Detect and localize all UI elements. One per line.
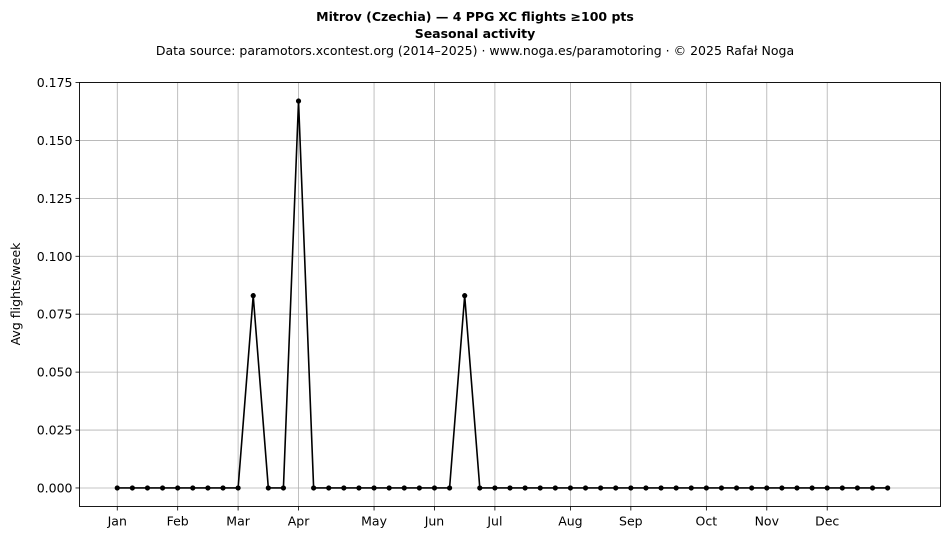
data-point <box>492 485 498 491</box>
y-axis-label: Avg flights/week <box>8 242 23 346</box>
x-tick-label: Sep <box>619 514 643 529</box>
data-point <box>673 485 679 491</box>
chart-title-line2: Seasonal activity <box>415 26 536 41</box>
data-point <box>250 293 256 299</box>
data-point <box>280 485 287 491</box>
data-point <box>144 485 151 491</box>
y-tick-label: 0.050 <box>37 365 73 380</box>
x-tick-label: Jan <box>107 514 127 529</box>
data-point <box>854 485 861 491</box>
data-point <box>341 485 347 491</box>
x-tick-label: Oct <box>696 514 718 529</box>
x-tick-label: Aug <box>558 514 582 529</box>
plot-frame <box>79 82 941 507</box>
data-point <box>839 485 845 491</box>
data-point <box>311 485 317 491</box>
data-point <box>613 485 619 491</box>
data-point <box>869 485 876 491</box>
data-point <box>779 485 785 491</box>
data-point <box>477 485 483 491</box>
data-point <box>175 485 181 491</box>
y-tick-label: 0.150 <box>37 133 73 148</box>
data-point <box>129 485 135 491</box>
data-point <box>885 485 891 491</box>
series-layer <box>114 98 891 491</box>
data-point <box>401 485 407 491</box>
data-point <box>431 485 438 491</box>
x-tick-label: Apr <box>288 514 310 529</box>
data-point <box>628 485 634 491</box>
data-point <box>794 485 800 491</box>
series-line <box>117 100 888 489</box>
y-axis-ticks: 0.000 0.025 0.050 0.075 0.100 0.125 0.150 0.175 <box>37 75 80 495</box>
data-point <box>371 485 377 491</box>
y-tick-label: 0.075 <box>37 307 73 322</box>
data-point <box>658 485 664 491</box>
grid <box>79 82 941 507</box>
y-tick-label: 0.100 <box>37 249 73 264</box>
x-tick-label: Nov <box>755 514 780 529</box>
x-tick-label: Dec <box>815 514 839 529</box>
data-point <box>582 485 589 491</box>
data-point <box>159 485 166 491</box>
data-point <box>220 485 226 491</box>
data-point <box>567 485 574 491</box>
y-tick-label: 0.025 <box>37 423 73 438</box>
y-tick-label: 0.125 <box>37 191 73 206</box>
y-tick-label: 0.175 <box>37 75 73 90</box>
data-point <box>295 98 302 104</box>
x-axis-ticks: Jan Feb Mar Apr May Jun Jul Aug Sep Oct Nov Dec <box>107 506 839 529</box>
data-point <box>537 485 543 491</box>
data-point <box>205 485 211 491</box>
x-tick-label: Mar <box>226 514 250 529</box>
data-point <box>552 485 558 491</box>
data-point <box>190 485 196 491</box>
data-point <box>507 485 513 491</box>
data-point <box>733 485 740 491</box>
data-point <box>718 485 725 491</box>
chart-subtitle: Data source: paramotors.xcontest.org (20… <box>156 43 794 58</box>
data-point <box>764 485 770 491</box>
data-point <box>416 485 422 491</box>
data-point <box>598 485 604 491</box>
data-point <box>703 485 709 491</box>
data-point <box>386 485 392 491</box>
data-point <box>749 485 755 491</box>
x-tick-label: Feb <box>167 514 189 529</box>
chart-title: Mitrov (Czechia) — 4 PPG XC flights ≥100… <box>316 9 634 24</box>
data-point <box>114 485 120 491</box>
data-point <box>824 485 830 491</box>
data-point <box>235 485 241 491</box>
data-point <box>356 485 362 491</box>
data-point <box>688 485 694 491</box>
data-point <box>326 485 332 491</box>
data-point <box>809 485 815 491</box>
y-tick-label: 0.000 <box>37 480 73 495</box>
x-tick-label: Jul <box>486 514 502 529</box>
data-point <box>446 485 453 491</box>
data-point <box>462 293 468 299</box>
data-point <box>522 485 528 491</box>
x-tick-label: Jun <box>424 514 445 529</box>
data-point <box>265 485 271 491</box>
data-point <box>643 485 649 491</box>
x-tick-label: May <box>361 514 387 529</box>
